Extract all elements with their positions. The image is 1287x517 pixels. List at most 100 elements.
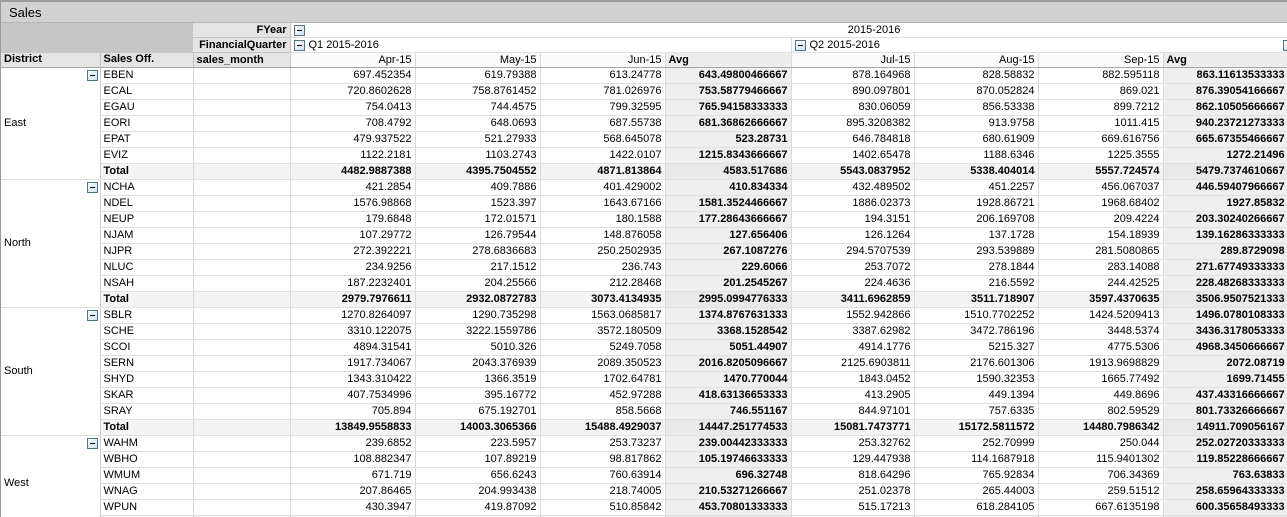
value-cell: 421.2854	[290, 179, 416, 196]
fyear-value[interactable]: 2015-2016	[847, 23, 901, 36]
value-cell: 1422.0107	[540, 147, 666, 164]
column-header-aug-15[interactable]: Aug-15	[914, 52, 1039, 68]
value-cell: 187.2232401	[290, 275, 416, 292]
collapse-icon-q3-partial[interactable]	[1282, 40, 1287, 51]
office-cell[interactable]: SERN	[100, 355, 194, 372]
office-cell[interactable]: EVIZ	[100, 147, 194, 164]
office-row: SKAR 407.7534996 395.16772 452.97288 418.631…	[1, 387, 1287, 404]
office-cell[interactable]: EBEN	[100, 67, 194, 84]
avg-cell: 119.85228666667	[1163, 451, 1287, 468]
office-row: NSAH 187.2232401 204.25566 212.28468 201.254…	[1, 275, 1287, 292]
office-cell[interactable]: WMUM	[100, 467, 194, 484]
value-cell: 667.6135198	[1038, 499, 1164, 516]
column-header-apr-15[interactable]: Apr-15	[290, 52, 416, 68]
fyear-value-cell[interactable]: 2015-2016	[290, 23, 1287, 38]
value-cell: 3472.786196	[914, 323, 1039, 340]
office-cell[interactable]: SCOI	[100, 339, 194, 356]
office-cell[interactable]: NEUP	[100, 211, 194, 228]
value-cell: 830.06059	[791, 99, 915, 116]
district-cell[interactable]: West	[1, 435, 101, 517]
avg-cell: 446.59407966667	[1163, 179, 1287, 196]
avg-cell: 201.2545267	[665, 275, 792, 292]
column-header-jun-15[interactable]: Jun-15	[540, 52, 666, 68]
collapse-icon-west[interactable]	[86, 438, 98, 449]
quarter-q2-label[interactable]: Q2 2015-2016	[809, 38, 880, 51]
value-cell: 14003.3065366	[415, 419, 541, 436]
quarter-q1-cell[interactable]: Q1 2015-2016	[290, 37, 792, 53]
quarter-q2-cell[interactable]: Q2 2015-2016	[791, 37, 1287, 53]
office-cell[interactable]: WBHO	[100, 451, 194, 468]
page-title: Sales	[9, 4, 42, 20]
office-cell[interactable]: EPAT	[100, 131, 194, 148]
office-row: SHYD 1343.310422 1366.3519 1702.64781 1470.7…	[1, 371, 1287, 388]
office-cell[interactable]: NJPR	[100, 243, 194, 260]
district-label[interactable]: West	[4, 477, 29, 489]
office-cell[interactable]: NLUC	[100, 259, 194, 276]
district-header[interactable]: District	[1, 52, 101, 68]
avg-cell: 418.63136653333	[665, 387, 792, 404]
district-cell[interactable]: East	[1, 67, 101, 180]
avg-cell: 3368.1528542	[665, 323, 792, 340]
quarter-q1-label[interactable]: Q1 2015-2016	[308, 38, 379, 51]
office-cell[interactable]: SRAY	[100, 403, 194, 420]
object-caption[interactable]: Sales	[1, 0, 1287, 23]
office-cell[interactable]: NCHA	[100, 179, 194, 196]
office-cell[interactable]: NSAH	[100, 275, 194, 292]
value-cell: 413.2905	[791, 387, 915, 404]
value-cell: 1424.5209413	[1038, 307, 1164, 324]
value-cell: 754.0413	[290, 99, 416, 116]
collapse-icon-fyear[interactable]	[293, 25, 305, 36]
office-row: NJPR 272.392221 278.6836683 250.2502935 267.…	[1, 243, 1287, 260]
avg-cell: 437.43316666667	[1163, 387, 1287, 404]
office-cell[interactable]: WPUN	[100, 499, 194, 516]
collapse-icon-south[interactable]	[86, 310, 98, 321]
group-total-row: Total 13849.9558833 14003.3065366 15488.492…	[1, 419, 1287, 436]
office-cell[interactable]: WNAG	[100, 483, 194, 500]
office-cell[interactable]: SHYD	[100, 371, 194, 388]
financial-quarter-label[interactable]: FinancialQuarter	[193, 37, 291, 53]
value-cell: 1658.545897	[290, 515, 416, 517]
collapse-icon-north[interactable]	[86, 182, 98, 193]
value-cell: 409.7886	[415, 179, 541, 196]
collapse-icon-east[interactable]	[86, 70, 98, 81]
value-cell: 5249.7058	[540, 339, 666, 356]
district-cell[interactable]: North	[1, 179, 101, 308]
office-row: East EBEN 697.452354 619.79388 613.24778 643.…	[1, 67, 1287, 180]
column-header-may-15[interactable]: May-15	[415, 52, 541, 68]
sales-month-header[interactable]: sales_month	[193, 52, 291, 68]
district-cell[interactable]: South	[1, 307, 101, 436]
office-cell[interactable]: EORI	[100, 115, 194, 132]
office-cell[interactable]: SCHE	[100, 323, 194, 340]
corner-blank	[1, 23, 193, 38]
value-cell: 148.876058	[540, 227, 666, 244]
office-cell[interactable]: ECAL	[100, 83, 194, 100]
office-cell[interactable]: NDEL	[100, 195, 194, 212]
sales-month-cell	[193, 259, 291, 276]
collapse-icon-q2[interactable]	[794, 39, 806, 51]
district-label[interactable]: East	[4, 117, 27, 129]
district-label[interactable]: North	[4, 237, 31, 249]
sales-off-header[interactable]: Sales Off.	[100, 52, 194, 68]
value-cell: 802.59529	[1038, 403, 1164, 420]
office-cell[interactable]: EGAU	[100, 99, 194, 116]
total-label: Total	[100, 515, 194, 517]
value-cell: 1968.68402	[1038, 195, 1164, 212]
column-header-sep-15[interactable]: Sep-15	[1038, 52, 1164, 68]
office-cell[interactable]: NJAM	[100, 227, 194, 244]
office-cell[interactable]: SBLR	[100, 307, 194, 324]
value-cell: 720.8602628	[290, 83, 416, 100]
value-cell: 5215.327	[914, 339, 1039, 356]
collapse-icon-q1[interactable]	[293, 39, 305, 51]
value-cell: 882.595118	[1038, 67, 1164, 84]
fyear-label[interactable]: FYear	[193, 23, 291, 38]
value-cell: 272.392221	[290, 243, 416, 260]
value-cell: 3073.4134935	[540, 291, 666, 308]
office-cell[interactable]: SKAR	[100, 387, 194, 404]
avg-cell: 271.67749333333	[1163, 259, 1287, 276]
column-header-jul-15[interactable]: Jul-15	[791, 52, 915, 68]
avg-cell: 267.1087276	[665, 243, 792, 260]
value-cell: 781.026976	[540, 83, 666, 100]
office-cell[interactable]: WAHM	[100, 435, 194, 452]
district-label[interactable]: South	[4, 365, 33, 377]
value-cell: 283.14088	[1038, 259, 1164, 276]
